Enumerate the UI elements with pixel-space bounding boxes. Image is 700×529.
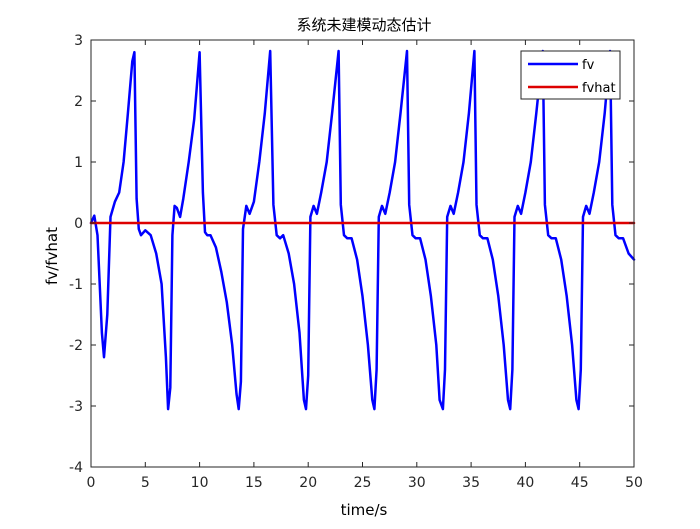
x-tick-label: 50 <box>625 475 643 491</box>
y-tick-label: 1 <box>74 155 83 171</box>
x-tick-label: 35 <box>462 475 480 491</box>
chart-title: 系统未建模动态估计 <box>296 16 431 34</box>
x-tick-label: 30 <box>408 475 426 491</box>
y-tick-label: -3 <box>69 399 83 415</box>
legend: fv fvhat <box>520 50 621 100</box>
y-tick-label: -1 <box>69 277 83 293</box>
x-tick-label: 15 <box>245 475 263 491</box>
x-tick-label: 25 <box>354 475 372 491</box>
legend-label-fvhat: fvhat <box>582 81 616 96</box>
x-tick-label: 5 <box>141 475 150 491</box>
y-tick-label: 2 <box>74 94 83 110</box>
x-axis-label: time/s <box>341 501 388 519</box>
legend-label-fv: fv <box>582 58 595 73</box>
x-tick-label: 45 <box>571 475 589 491</box>
x-axis: 0 5 10 15 20 25 30 35 40 45 50 <box>87 40 643 491</box>
y-tick-label: -4 <box>69 460 83 476</box>
x-tick-label: 20 <box>299 475 317 491</box>
y-tick-label: 3 <box>74 33 83 49</box>
x-tick-label: 10 <box>191 475 209 491</box>
y-tick-label: 0 <box>74 216 83 232</box>
legend-box <box>520 50 621 100</box>
x-tick-label: 0 <box>87 475 96 491</box>
x-tick-label: 40 <box>516 475 534 491</box>
y-axis: -4 -3 -2 -1 0 1 2 3 <box>69 33 634 476</box>
y-tick-label: -2 <box>69 338 83 354</box>
y-axis-label: fv/fvhat <box>43 227 61 285</box>
